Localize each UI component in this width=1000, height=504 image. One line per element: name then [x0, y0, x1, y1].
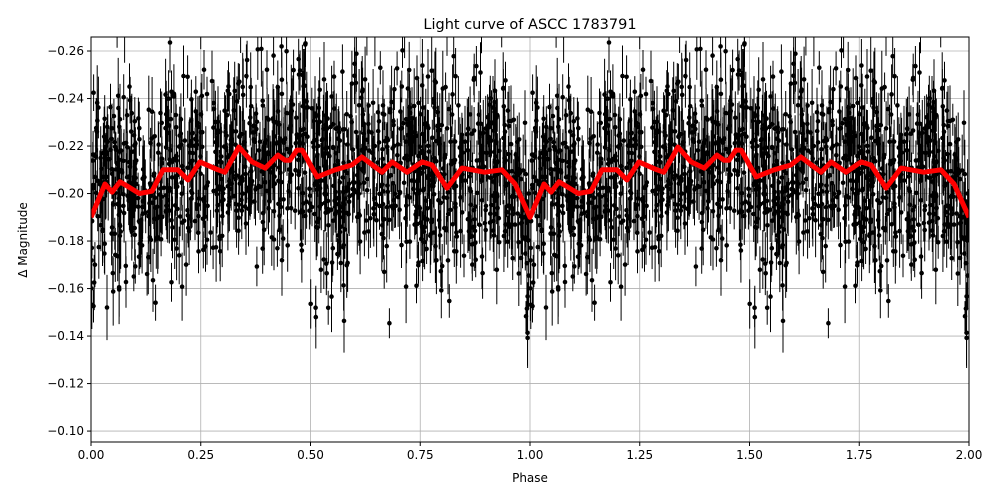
x-tick-label: 1.75	[846, 448, 873, 462]
y-tick-label: −0.20	[47, 187, 84, 201]
x-tick-label: 1.25	[626, 448, 653, 462]
y-tick-label: −0.22	[47, 139, 84, 153]
chart-title: Light curve of ASCC 1783791	[423, 17, 636, 33]
y-tick-label: −0.10	[47, 424, 84, 438]
x-tick-label: 1.00	[517, 448, 544, 462]
y-tick-label: −0.16	[47, 282, 84, 296]
x-axis-label: Phase	[512, 471, 548, 485]
y-tick-label: −0.24	[47, 92, 84, 106]
y-tick-label: −0.26	[47, 44, 84, 58]
x-tick-label: 1.50	[736, 448, 763, 462]
y-tick-label: −0.12	[47, 377, 84, 391]
x-tick-label: 2.00	[956, 448, 983, 462]
x-tick-label: 0.75	[407, 448, 434, 462]
x-tick-label: 0.25	[187, 448, 214, 462]
x-tick-label: 0.00	[78, 448, 105, 462]
y-tick-label: −0.14	[47, 329, 84, 343]
y-tick-label: −0.18	[47, 234, 84, 248]
x-tick-label: 0.50	[297, 448, 324, 462]
y-axis-label: Δ Magnitude	[16, 202, 30, 278]
